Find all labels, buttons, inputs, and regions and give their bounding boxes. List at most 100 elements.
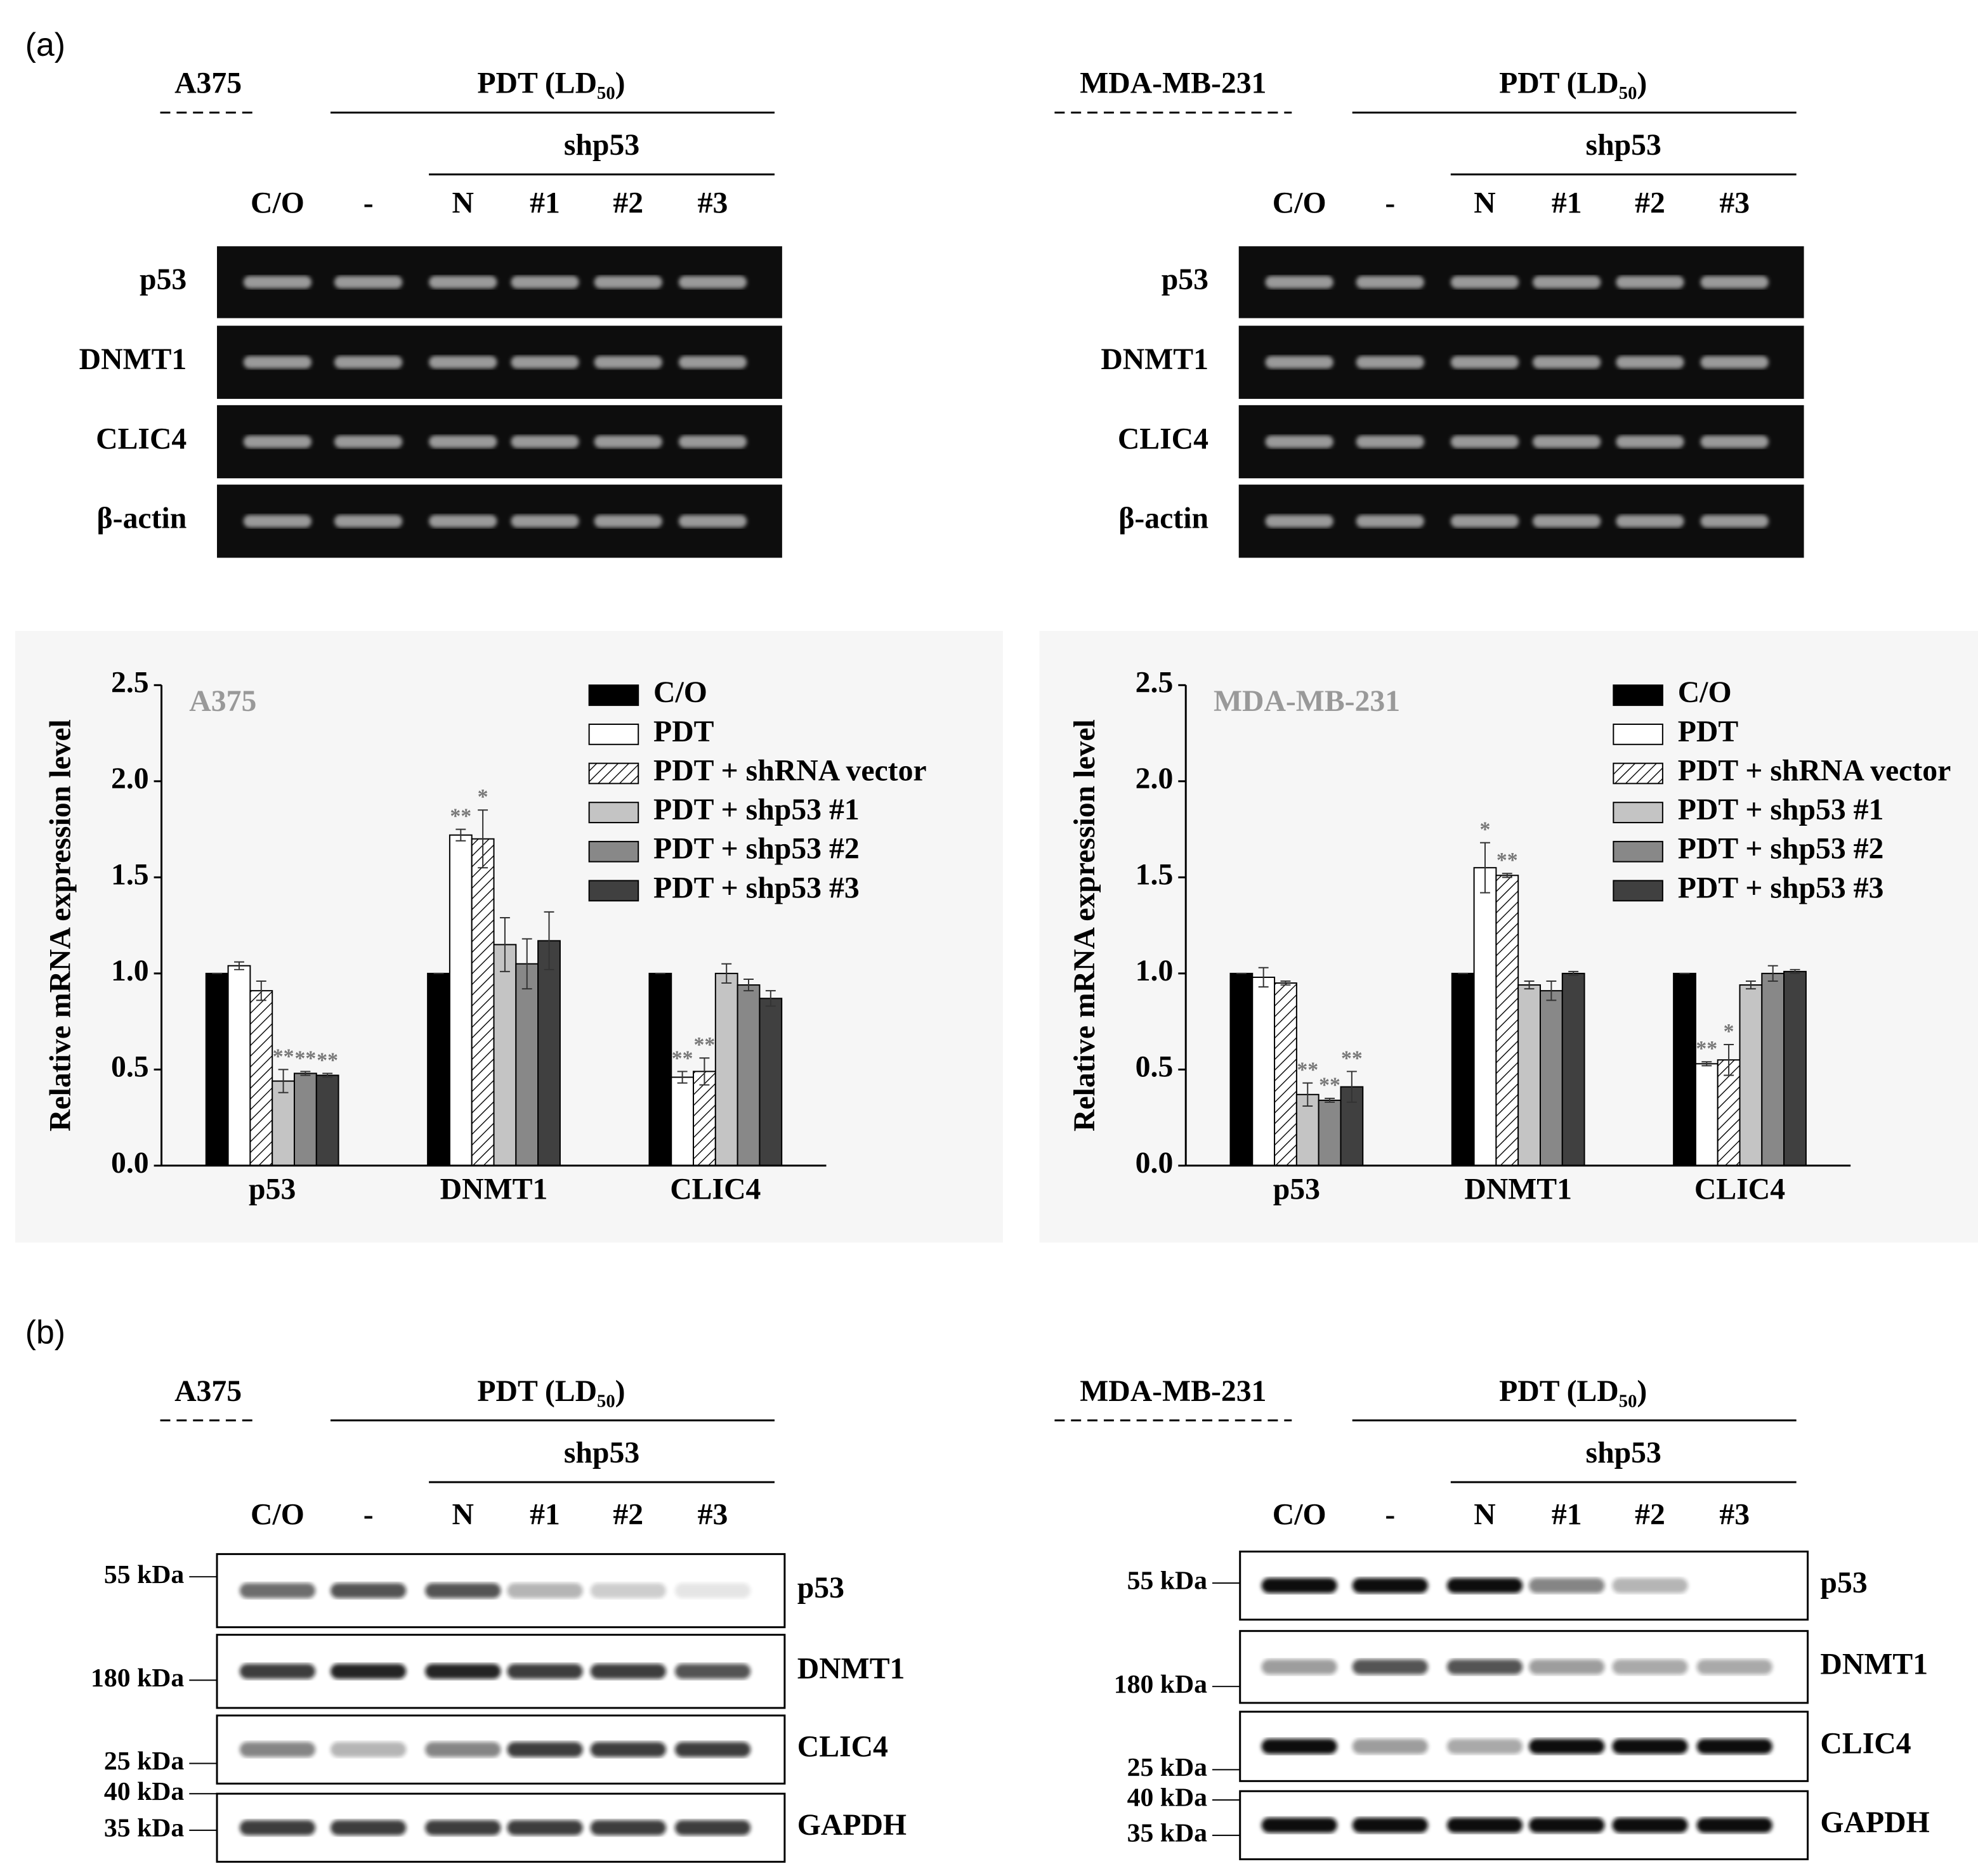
blot-band	[507, 1664, 583, 1679]
error-bar	[1745, 980, 1756, 990]
row-label: GAPDH	[797, 1808, 907, 1842]
blot-band	[674, 1742, 751, 1757]
marker-label: 180 kDa	[91, 1664, 184, 1693]
blot-band	[239, 1820, 316, 1835]
blot-band	[330, 1583, 407, 1598]
panel-label: (a)	[25, 26, 65, 63]
lane-label: #3	[698, 186, 728, 220]
legend-label: PDT	[1678, 715, 1739, 748]
lane-label: C/O	[1273, 1498, 1326, 1532]
bar	[537, 940, 561, 1166]
gel-band	[429, 435, 497, 448]
legend-swatch	[588, 723, 639, 745]
row-label: CLIC4	[1820, 1727, 1911, 1761]
treatment: PDT (LD₅₀)	[477, 1374, 625, 1408]
blot-band	[507, 1820, 583, 1835]
lane-label: #3	[1719, 1498, 1750, 1532]
lane-label: #3	[698, 1498, 728, 1532]
error-bar	[455, 828, 466, 842]
significance-label: *	[478, 785, 488, 809]
row-label: DNMT1	[797, 1651, 905, 1685]
significance-label: **	[317, 1048, 338, 1072]
blot-band	[425, 1742, 501, 1757]
error-bar	[1480, 842, 1490, 894]
legend-label: PDT + shp53 #1	[653, 793, 860, 826]
lane-label: C/O	[1273, 186, 1326, 220]
error-bar	[521, 938, 532, 990]
gel-band	[1356, 514, 1425, 528]
blot-band	[590, 1742, 666, 1757]
error-bar	[699, 1057, 710, 1086]
blot-band	[330, 1820, 407, 1835]
bar	[1517, 984, 1541, 1166]
blot-band	[1352, 1817, 1429, 1833]
error-bar	[743, 978, 754, 992]
gel-band	[1265, 514, 1333, 528]
blot-band	[1261, 1659, 1337, 1675]
error-bar	[1724, 1044, 1734, 1076]
bar	[515, 963, 539, 1166]
gel-band	[511, 435, 579, 448]
gel-band	[243, 435, 312, 448]
gel-band	[334, 276, 403, 289]
blot-band	[1352, 1738, 1429, 1754]
gel-band	[1700, 514, 1769, 528]
y-tick-label: 0.5	[1136, 1050, 1174, 1083]
gel-band	[1450, 276, 1519, 289]
error-bar	[1568, 970, 1579, 976]
blot-band	[1529, 1659, 1605, 1675]
bar	[1495, 875, 1519, 1166]
blot-band	[1529, 1817, 1605, 1833]
legend-label: PDT + shRNA vector	[1678, 753, 1951, 787]
legend-swatch	[588, 684, 639, 707]
bar	[1229, 972, 1254, 1166]
row-label: DNMT1	[79, 342, 187, 376]
lane-label: #2	[613, 186, 643, 220]
error-bar	[1325, 1097, 1335, 1103]
y-tick-label: 2.5	[111, 665, 149, 699]
error-bar	[677, 1071, 688, 1084]
error-bar	[1524, 980, 1535, 990]
bar	[671, 1076, 695, 1166]
y-axis-label: Relative mRNA expression level	[1068, 719, 1101, 1131]
blot-band	[425, 1664, 501, 1679]
y-tick-label: 2.5	[1136, 665, 1174, 699]
y-tick-label: 1.5	[111, 857, 149, 891]
error-bar	[544, 911, 554, 970]
blot-band	[330, 1742, 407, 1757]
blot-band	[674, 1820, 751, 1835]
legend-swatch	[1613, 802, 1663, 824]
legend-swatch	[588, 802, 639, 824]
row-label: CLIC4	[797, 1730, 888, 1764]
bar	[1539, 990, 1563, 1166]
row-label: CLIC4	[1118, 422, 1208, 455]
blot-band	[590, 1820, 666, 1835]
bar	[648, 972, 672, 1166]
blot-band	[1696, 1738, 1772, 1754]
significance-label: **	[294, 1046, 316, 1070]
error-bar	[1790, 968, 1800, 974]
blot-band	[239, 1583, 316, 1598]
legend-swatch	[1613, 723, 1663, 745]
row-label: p53	[1162, 263, 1208, 296]
blot-band	[590, 1583, 666, 1598]
x-tick-label: CLIC4	[1694, 1173, 1785, 1206]
knockdown: shp53	[564, 128, 639, 162]
gel-band	[334, 356, 403, 369]
error-bar	[478, 809, 488, 869]
lane-label: -	[1385, 186, 1395, 220]
knockdown: shp53	[564, 1436, 639, 1469]
error-bar	[721, 963, 732, 984]
blot-band	[1261, 1817, 1337, 1833]
bar	[737, 984, 761, 1166]
lane-label: N	[452, 186, 474, 220]
gel-band	[1533, 356, 1601, 369]
cell-line: A375	[174, 67, 242, 100]
error-bar	[1701, 1061, 1712, 1067]
blot-band	[1612, 1817, 1688, 1833]
legend-label: PDT + shRNA vector	[653, 753, 927, 787]
error-bar	[1767, 965, 1778, 982]
error-bar	[765, 990, 776, 1007]
legend-label: C/O	[653, 675, 707, 709]
